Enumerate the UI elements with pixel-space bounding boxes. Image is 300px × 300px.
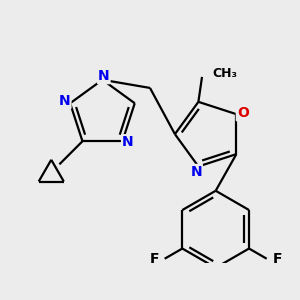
Text: N: N bbox=[98, 69, 110, 83]
Text: N: N bbox=[190, 165, 202, 179]
Text: N: N bbox=[122, 135, 134, 149]
Text: F: F bbox=[273, 252, 282, 266]
Text: O: O bbox=[237, 106, 249, 120]
Text: F: F bbox=[149, 252, 159, 266]
Text: CH₃: CH₃ bbox=[212, 67, 237, 80]
Text: N: N bbox=[59, 94, 70, 108]
